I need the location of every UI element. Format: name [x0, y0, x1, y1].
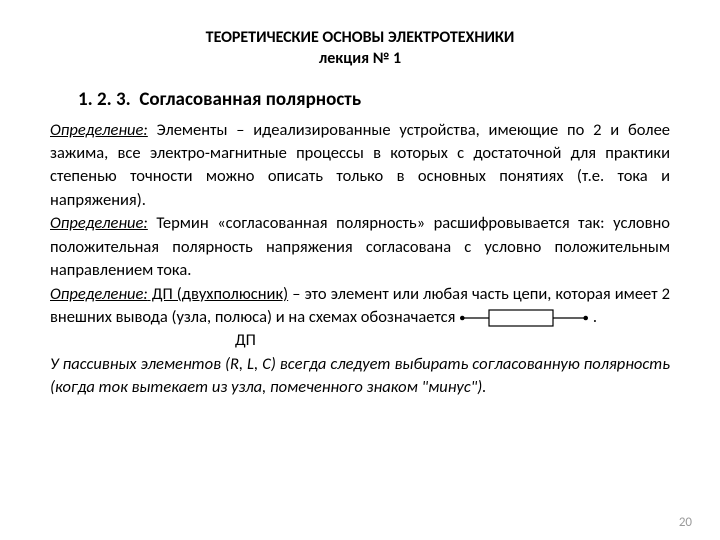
dp-caption: ДП: [235, 329, 670, 352]
tail-text: У пассивных элементов (R, L, C) всегда с…: [50, 354, 670, 397]
tail-paragraph: У пассивных элементов (R, L, C) всегда с…: [50, 353, 670, 400]
definition-1: Определение: Элементы – идеализированные…: [50, 119, 670, 213]
def3-after: .: [589, 307, 597, 327]
two-terminal-icon: [459, 308, 589, 328]
definition-3: Определение: ДП (двухполюсник) – это эле…: [50, 283, 670, 330]
page-number: 20: [679, 515, 692, 530]
section-number: 1. 2. 3.: [78, 88, 131, 111]
dp-symbol: [459, 307, 589, 327]
def-label-1: Определение:: [50, 120, 148, 140]
header-line2: лекция № 1: [50, 49, 670, 70]
definition-2: Определение: Термин «согласованная поляр…: [50, 212, 670, 282]
header-line1: ТЕОРЕТИЧЕСКИЕ ОСНОВЫ ЭЛЕКТРОТЕХНИКИ: [50, 28, 670, 49]
def1-lead: Элементы: [148, 120, 228, 140]
section-title-text: Согласованная полярность: [139, 88, 361, 111]
body-text: Определение: Элементы – идеализированные…: [50, 119, 670, 400]
def-label-3: Определение:: [50, 284, 148, 304]
slide-header: ТЕОРЕТИЧЕСКИЕ ОСНОВЫ ЭЛЕКТРОТЕХНИКИ лекц…: [50, 28, 670, 70]
section-title: 1. 2. 3. Согласованная полярность: [78, 88, 670, 111]
def-label-2: Определение:: [50, 213, 148, 233]
def3-lead: ДП (двухполюсник): [148, 284, 288, 304]
